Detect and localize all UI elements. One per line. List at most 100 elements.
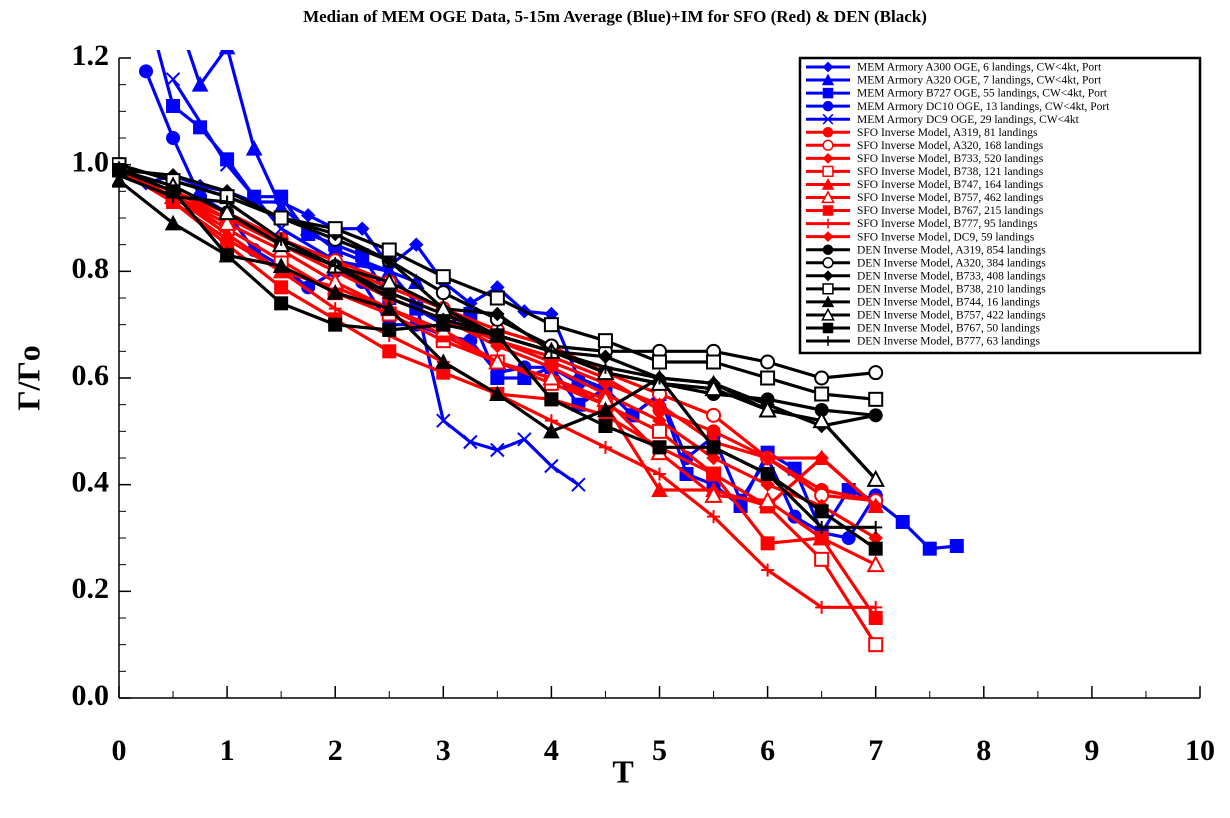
marker bbox=[761, 467, 775, 481]
marker bbox=[822, 231, 834, 243]
marker bbox=[543, 317, 559, 333]
marker bbox=[814, 551, 830, 567]
marker bbox=[822, 165, 834, 178]
marker bbox=[490, 328, 504, 342]
marker bbox=[542, 368, 561, 386]
marker bbox=[653, 371, 666, 385]
marker bbox=[409, 237, 424, 252]
marker bbox=[822, 139, 834, 151]
marker bbox=[489, 290, 505, 306]
marker bbox=[822, 87, 834, 99]
marker bbox=[517, 432, 532, 447]
marker bbox=[327, 221, 343, 237]
marker bbox=[166, 99, 181, 113]
x-tick-label: 10 bbox=[1185, 734, 1215, 767]
legend-box bbox=[798, 56, 1202, 355]
y-tick-label: 0.2 bbox=[72, 572, 110, 605]
marker bbox=[822, 244, 834, 255]
marker bbox=[868, 498, 883, 514]
marker bbox=[218, 50, 236, 55]
x-tick-label: 0 bbox=[112, 734, 127, 767]
marker bbox=[821, 307, 835, 321]
marker bbox=[380, 272, 399, 290]
marker bbox=[220, 195, 234, 209]
marker bbox=[652, 423, 667, 439]
marker bbox=[166, 0, 181, 11]
marker bbox=[166, 190, 180, 204]
legend-label: DEN Inverse Model, A320, 384 landings bbox=[857, 257, 1046, 269]
legend-label: SFO Inverse Model, B747, 164 landings bbox=[857, 179, 1044, 191]
x-tick-label: 3 bbox=[436, 734, 451, 767]
marker bbox=[274, 280, 289, 295]
marker bbox=[760, 450, 775, 466]
marker bbox=[328, 259, 342, 273]
marker bbox=[822, 283, 834, 295]
marker bbox=[220, 248, 235, 263]
marker bbox=[761, 563, 775, 577]
marker bbox=[704, 485, 723, 503]
marker bbox=[814, 450, 829, 466]
marker bbox=[822, 270, 834, 282]
marker bbox=[274, 296, 289, 311]
marker bbox=[869, 600, 883, 614]
y-tick-label: 0.0 bbox=[72, 679, 110, 712]
y-tick-label: 0.6 bbox=[72, 359, 110, 392]
marker bbox=[598, 360, 612, 374]
legend-label: SFO Inverse Model, B733, 520 landings bbox=[857, 153, 1044, 165]
x-tick-label: 9 bbox=[1084, 734, 1099, 767]
plot-area bbox=[112, 0, 964, 653]
y-axis-label: Γ/Γo bbox=[10, 345, 46, 411]
marker bbox=[653, 467, 666, 481]
marker bbox=[245, 140, 263, 156]
marker bbox=[220, 232, 234, 246]
x-axis-label: T bbox=[612, 753, 633, 789]
legend-label: DEN Inverse Model, B777, 63 landings bbox=[857, 336, 1041, 348]
marker bbox=[823, 336, 833, 346]
marker bbox=[822, 100, 834, 112]
marker bbox=[488, 352, 507, 370]
marker bbox=[760, 536, 775, 551]
legend-label: DEN Inverse Model, B744, 16 landings bbox=[857, 297, 1041, 309]
marker bbox=[869, 520, 883, 534]
marker bbox=[760, 370, 776, 386]
y-tick-label: 1.0 bbox=[72, 146, 110, 179]
y-tick-label: 0.4 bbox=[72, 466, 110, 499]
legend-label: SFO Inverse Model, DC9, 59 landings bbox=[857, 231, 1035, 243]
marker bbox=[866, 469, 885, 487]
marker bbox=[868, 637, 884, 653]
legend-label: SFO Inverse Model, B767, 215 landings bbox=[857, 205, 1044, 217]
marker bbox=[868, 408, 883, 423]
marker bbox=[949, 539, 964, 553]
marker bbox=[652, 354, 667, 370]
legend-label: MEM Armory B727 OGE, 55 landings, CW<4kt… bbox=[857, 88, 1108, 100]
marker bbox=[434, 353, 452, 369]
marker bbox=[355, 221, 370, 236]
marker bbox=[219, 157, 235, 172]
marker bbox=[191, 76, 209, 92]
marker bbox=[272, 257, 290, 273]
marker bbox=[597, 333, 613, 349]
legend: MEM Armory A300 OGE, 6 landings, CW<4kt,… bbox=[806, 61, 1110, 348]
marker bbox=[435, 285, 451, 301]
marker bbox=[822, 113, 834, 125]
marker bbox=[274, 232, 288, 246]
marker bbox=[706, 467, 721, 481]
marker bbox=[815, 600, 829, 614]
legend-label: SFO Inverse Model, B777, 95 landings bbox=[857, 218, 1038, 230]
marker bbox=[597, 401, 614, 417]
marker bbox=[598, 419, 613, 433]
legend-label: MEM Armory A300 OGE, 6 landings, CW<4kt,… bbox=[857, 62, 1102, 74]
y-tick-label: 1.2 bbox=[72, 39, 110, 72]
marker bbox=[217, 203, 237, 221]
marker bbox=[436, 413, 451, 428]
marker bbox=[868, 541, 883, 556]
legend-label: SFO Inverse Model, B738, 121 landings bbox=[857, 166, 1044, 178]
marker bbox=[822, 127, 834, 138]
marker bbox=[436, 312, 450, 326]
marker bbox=[490, 442, 505, 458]
marker bbox=[651, 481, 668, 497]
x-tick-label: 2 bbox=[328, 734, 343, 767]
marker bbox=[821, 295, 835, 308]
marker bbox=[382, 264, 397, 279]
